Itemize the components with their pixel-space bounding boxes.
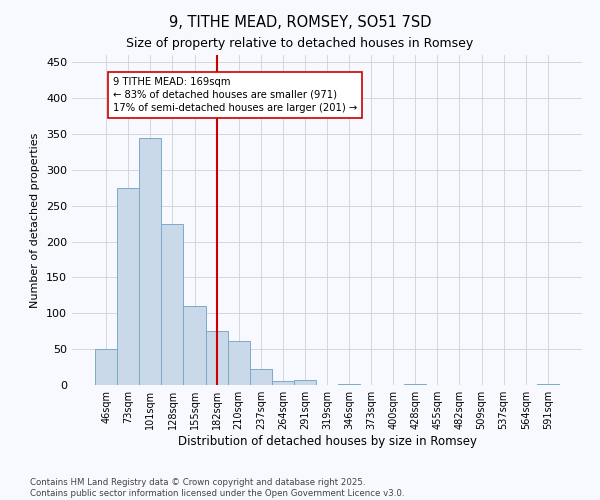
Y-axis label: Number of detached properties: Number of detached properties [31, 132, 40, 308]
Bar [206, 331, 227, 385]
Bar [294, 380, 316, 385]
Text: 9, TITHE MEAD, ROMSEY, SO51 7SD: 9, TITHE MEAD, ROMSEY, SO51 7SD [169, 15, 431, 30]
Bar [161, 224, 184, 385]
Bar [139, 138, 161, 385]
Text: 9 TITHE MEAD: 169sqm
← 83% of detached houses are smaller (971)
17% of semi-deta: 9 TITHE MEAD: 169sqm ← 83% of detached h… [113, 76, 357, 113]
Bar [338, 384, 360, 385]
Bar [404, 384, 427, 385]
Text: Contains HM Land Registry data © Crown copyright and database right 2025.
Contai: Contains HM Land Registry data © Crown c… [30, 478, 404, 498]
Bar [95, 349, 117, 385]
Bar [117, 188, 139, 385]
Bar [272, 382, 294, 385]
Bar [250, 369, 272, 385]
X-axis label: Distribution of detached houses by size in Romsey: Distribution of detached houses by size … [178, 435, 476, 448]
Bar [227, 340, 250, 385]
Bar [184, 306, 206, 385]
Bar [537, 384, 559, 385]
Text: Size of property relative to detached houses in Romsey: Size of property relative to detached ho… [127, 38, 473, 51]
